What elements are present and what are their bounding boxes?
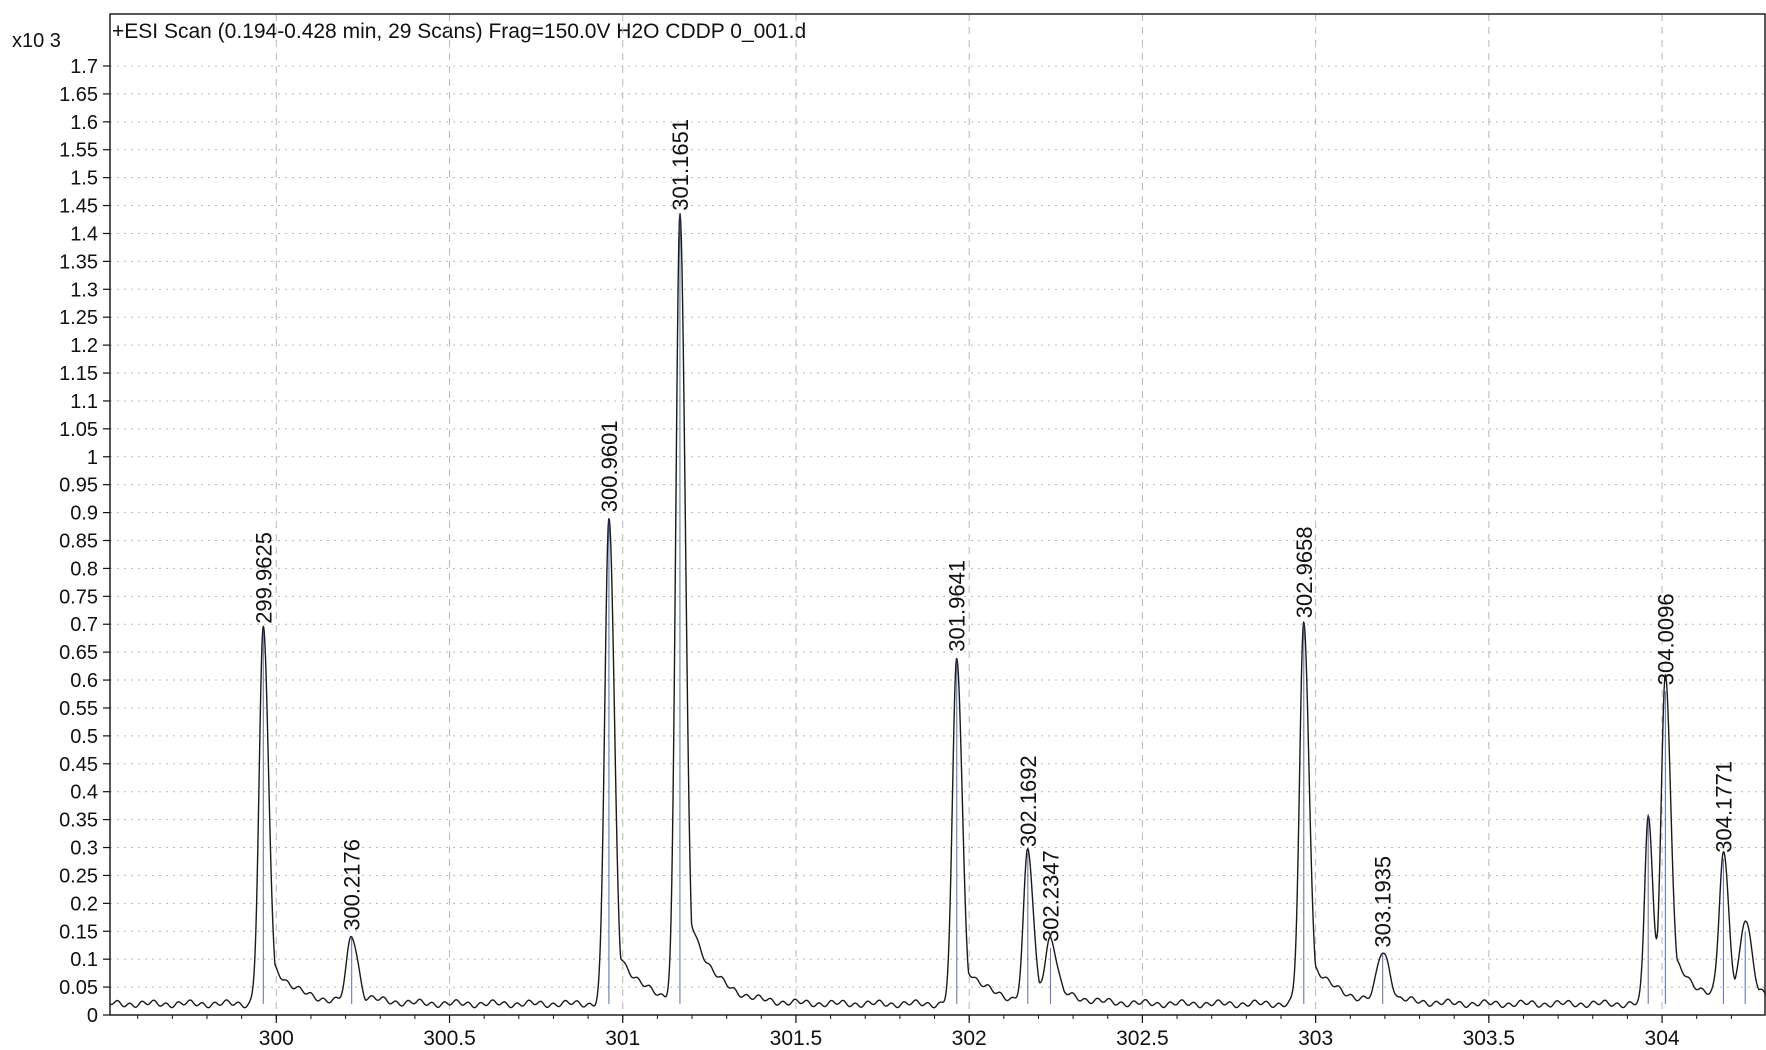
y-tick-label: 0.85 <box>59 531 98 553</box>
y-tick-label: 1.15 <box>59 363 98 385</box>
y-tick-label: 1.65 <box>59 84 98 106</box>
peak-label: 302.9658 <box>1292 526 1317 618</box>
peak-label: 300.2176 <box>340 839 365 931</box>
y-tick-label: 0.9 <box>70 503 98 525</box>
y-tick-label: 1.7 <box>70 56 98 78</box>
peak-label: 299.9625 <box>251 532 276 624</box>
y-tick-label: 1.05 <box>59 419 98 441</box>
peak-label: 301.9641 <box>945 560 970 652</box>
y-tick-label: 1.35 <box>59 251 98 273</box>
y-tick-label: 0.45 <box>59 754 98 776</box>
y-tick-label: 0.35 <box>59 810 98 832</box>
y-tick-label: 0.1 <box>70 949 98 971</box>
y-tick-label: 1.4 <box>70 223 98 245</box>
peak-label: 304.0096 <box>1653 593 1678 685</box>
y-tick-label: 1.3 <box>70 279 98 301</box>
y-tick-label: 1.1 <box>70 391 98 413</box>
x-axis-ticks: 300 300.5 301 301.5 302 302.5 303 303.5 304 <box>137 1015 1732 1050</box>
spectrum-series <box>109 213 1766 1009</box>
y-tick-label: 1.45 <box>59 196 98 218</box>
y-tick-label: 0.95 <box>59 475 98 497</box>
peak-label: 302.2347 <box>1039 850 1064 942</box>
x-tick-label: 302.5 <box>1116 1027 1169 1050</box>
x-tick-label: 303.5 <box>1463 1027 1516 1050</box>
peak-label: 302.1692 <box>1016 755 1041 847</box>
y-tick-label: 0 <box>87 1005 98 1027</box>
y-tick-label: 1.6 <box>70 112 98 134</box>
y-tick-label: 0.15 <box>59 921 98 943</box>
y-tick-label: 0.25 <box>59 865 98 887</box>
y-tick-label: 0.05 <box>59 977 98 999</box>
y-tick-label: 0.5 <box>70 726 98 748</box>
chart-grid <box>110 14 1766 1015</box>
y-tick-label: 0.7 <box>70 614 98 636</box>
x-tick-label: 304 <box>1645 1027 1680 1050</box>
x-tick-label: 303 <box>1298 1027 1333 1050</box>
x-tick-label: 301 <box>605 1027 640 1050</box>
y-axis-ticks: 0 0.05 0.1 0.15 0.2 0.25 0.3 0.35 0.4 0.45 0.5 0.55… <box>59 56 110 1027</box>
y-tick-label: 1.2 <box>70 335 98 357</box>
y-tick-label: 0.2 <box>70 893 98 915</box>
y-tick-label: 1.5 <box>70 168 98 190</box>
chart-axes <box>109 13 1766 1016</box>
x-tick-label: 300.5 <box>423 1027 476 1050</box>
peak-label: 304.1771 <box>1711 761 1736 853</box>
y-tick-label: 0.3 <box>70 838 98 860</box>
y-tick-label: 1.55 <box>59 140 98 162</box>
y-tick-label: 0.8 <box>70 558 98 580</box>
y-tick-label: 0.4 <box>70 782 98 804</box>
spectrum-line <box>109 213 1766 1009</box>
peak-labels: 299.9625 300.2176 300.9601 301.1651 301.9641… <box>251 119 1736 948</box>
peak-label: 301.1651 <box>668 119 693 211</box>
x-tick-label: 301.5 <box>770 1027 823 1050</box>
plot-frame <box>109 13 1766 1016</box>
peak-label: 300.9601 <box>597 420 622 512</box>
y-tick-label: 0.55 <box>59 698 98 720</box>
y-multiplier-label: x10 3 <box>12 30 61 52</box>
y-tick-label: 0.6 <box>70 670 98 692</box>
y-tick-label: 1 <box>87 447 98 469</box>
chart-title: +ESI Scan (0.194-0.428 min, 29 Scans) Fr… <box>112 20 806 43</box>
y-tick-label: 0.65 <box>59 642 98 664</box>
peak-label: 303.1935 <box>1371 856 1396 948</box>
x-tick-label: 300 <box>259 1027 294 1050</box>
y-tick-label: 1.25 <box>59 307 98 329</box>
y-tick-label: 0.75 <box>59 586 98 608</box>
x-tick-label: 302 <box>952 1027 987 1050</box>
